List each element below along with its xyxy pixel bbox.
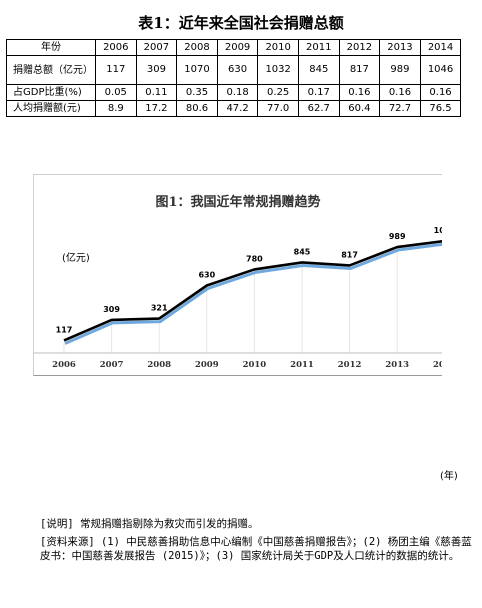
table-title: 表1：近年来全国社会捐赠总额	[138, 14, 344, 32]
table-cell: 0.16	[379, 84, 421, 101]
table-cell: 8.9	[95, 100, 137, 117]
header-year: 2013	[379, 39, 421, 56]
x-tick-label: 2012	[338, 360, 362, 370]
row-label: 人均捐赠额(元)	[6, 100, 96, 117]
data-label: 117	[56, 325, 73, 334]
row-label: 占GDP比重(%)	[6, 84, 96, 101]
table-cell: 47.2	[216, 100, 259, 117]
table-cell: 309	[135, 55, 178, 85]
table-cell: 0.25	[257, 84, 299, 101]
table-cell: 76.5	[419, 100, 462, 117]
table-cell: 62.7	[297, 100, 340, 117]
table-cell: 817	[338, 55, 381, 85]
table-cell: 0.16	[419, 84, 462, 101]
series-line-shadow	[64, 242, 442, 345]
header-year: 2008	[176, 39, 218, 56]
data-label: 309	[103, 305, 120, 314]
table-cell: 845	[297, 55, 340, 85]
table-cell: 77.0	[257, 100, 299, 117]
x-tick-label: 2007	[100, 360, 124, 370]
donation-table: 年份 2006 2007 2008 2009 2010 2011 2012 20…	[6, 39, 462, 117]
header-year: 2014	[419, 39, 462, 56]
data-label: 321	[151, 304, 168, 313]
data-label: 845	[294, 247, 311, 256]
x-tick-label: 2014	[433, 360, 442, 370]
table-cell: 80.6	[176, 100, 218, 117]
chart-title: 图1：我国近年常规捐赠趋势	[155, 195, 321, 210]
x-tick-label: 2008	[147, 360, 171, 370]
line-chart-svg: 117 309 321 630 780 845 817 989 1046 2006 2007 2008…	[34, 226, 442, 370]
series-line	[63, 239, 442, 342]
data-label: 817	[341, 250, 358, 259]
header-year-label: 年份	[6, 39, 96, 56]
table-cell: 989	[379, 55, 421, 85]
table-row-gdp-share: 占GDP比重(%) 0.05 0.11 0.35 0.18 0.25 0.17 …	[6, 84, 462, 101]
x-tick-label: 2006	[52, 360, 76, 370]
y-axis-label: (亿元)	[62, 253, 90, 264]
table-cell: 0.16	[338, 84, 381, 101]
x-tick-label: 2009	[195, 360, 219, 370]
table-cell: 0.18	[216, 84, 259, 101]
header-year: 2006	[95, 39, 137, 56]
x-axis-unit-label: (年)	[440, 471, 458, 482]
table-cell: 1032	[257, 55, 299, 85]
table-cell: 17.2	[135, 100, 178, 117]
header-year: 2009	[216, 39, 259, 56]
table-cell: 0.05	[95, 84, 137, 101]
source-note: [资料来源] (1) 中民慈善捐助信息中心编制《中国慈善捐赠报告》；(2) 杨团…	[40, 536, 472, 562]
header-year: 2012	[338, 39, 381, 56]
table-cell: 0.35	[176, 84, 218, 101]
header-year: 2007	[135, 39, 178, 56]
row-label: 捐赠总额（亿元）	[6, 55, 96, 85]
table-cell: 117	[95, 55, 137, 85]
table-header-row: 年份 2006 2007 2008 2009 2010 2011 2012 20…	[6, 39, 462, 56]
notes: [说明] 常规捐赠指剔除为救灾而引发的捐赠。 [资料来源] (1) 中民慈善捐助…	[40, 517, 472, 563]
table-row-total: 捐赠总额（亿元） 117 309 1070 630 1032 845 817 9…	[6, 55, 462, 85]
x-tick-label: 2011	[290, 360, 314, 370]
x-tick-label: 2010	[243, 360, 267, 370]
table-cell: 0.11	[135, 84, 178, 101]
x-tick-label: 2013	[385, 360, 409, 370]
data-label: 989	[389, 232, 406, 241]
data-label: 630	[198, 271, 215, 280]
data-label: 1046	[434, 226, 442, 235]
table-cell: 1070	[176, 55, 218, 85]
table-cell: 0.17	[297, 84, 340, 101]
header-year: 2010	[257, 39, 299, 56]
table-cell: 630	[216, 55, 259, 85]
explanation-note: [说明] 常规捐赠指剔除为救灾而引发的捐赠。	[40, 518, 259, 530]
table-cell: 1046	[419, 55, 462, 85]
trend-chart: 图1：我国近年常规捐赠趋势 (亿元) 117 309 321 630 780 845 817…	[33, 174, 442, 376]
table-cell: 72.7	[379, 100, 421, 117]
table-cell: 60.4	[338, 100, 381, 117]
table-row-per-capita: 人均捐赠额(元) 8.9 17.2 80.6 47.2 77.0 62.7 60…	[6, 100, 462, 117]
header-year: 2011	[297, 39, 340, 56]
data-label: 780	[246, 254, 263, 263]
